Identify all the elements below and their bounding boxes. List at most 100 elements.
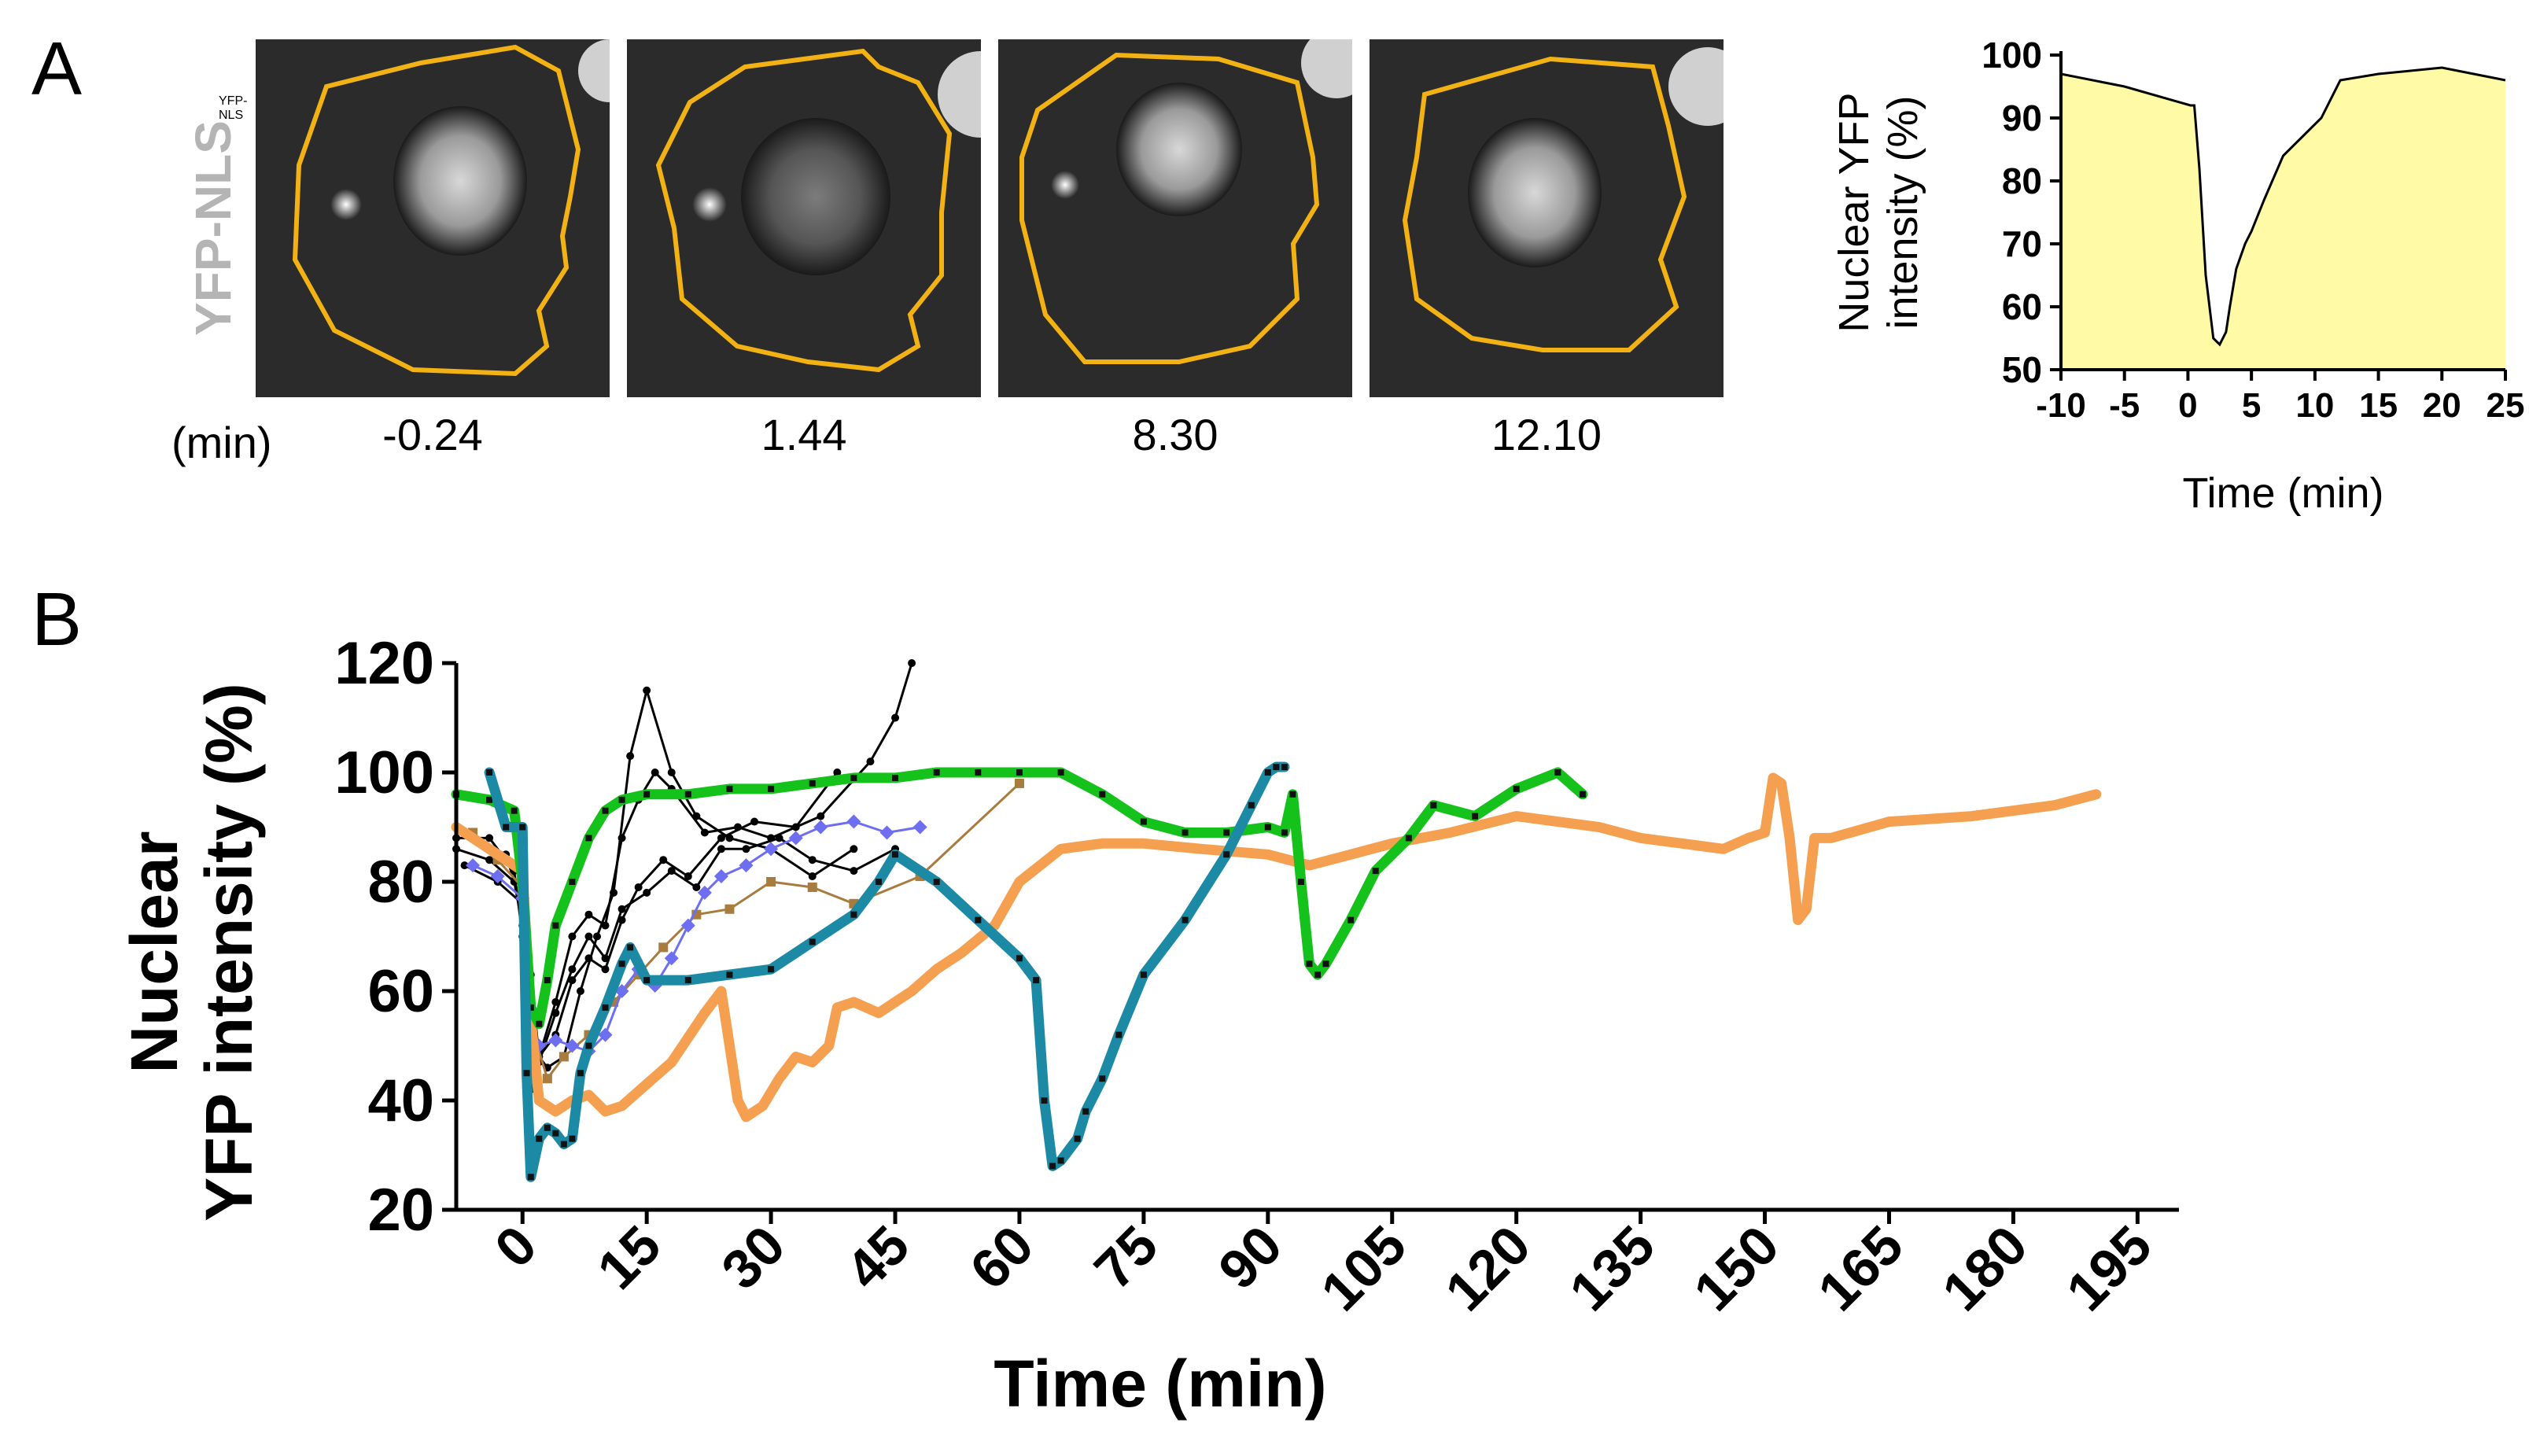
x-tick-label: 30	[710, 1214, 796, 1300]
y-tick-label: 60	[367, 958, 434, 1025]
data-point	[1223, 829, 1230, 836]
data-point	[486, 769, 493, 776]
data-point	[643, 977, 651, 984]
data-point	[626, 752, 635, 761]
data-point	[791, 823, 800, 831]
series-0	[451, 772, 2102, 1122]
data-point	[1099, 1075, 1106, 1082]
data-point	[1554, 769, 1561, 776]
data-point	[692, 812, 701, 820]
data-point	[717, 845, 725, 853]
data-point	[808, 872, 817, 881]
x-tick-label: 90	[1207, 1214, 1293, 1300]
x-tick-label: 45	[834, 1214, 920, 1300]
data-point	[601, 921, 610, 930]
data-point	[1016, 769, 1023, 776]
data-point	[559, 1052, 569, 1062]
data-point	[658, 942, 669, 953]
data-point	[592, 932, 601, 941]
data-point	[1430, 802, 1437, 809]
x-tick-label: 15	[2359, 386, 2398, 425]
cell-outline	[1402, 56, 1687, 352]
y-tick-label: 100	[1982, 35, 2042, 76]
data-point	[584, 910, 593, 919]
data-point	[739, 858, 754, 873]
data-point	[809, 938, 816, 945]
frame-time-label: 8.30	[1132, 410, 1218, 459]
data-point	[1372, 868, 1379, 875]
data-point	[602, 807, 609, 814]
data-point	[1281, 764, 1288, 771]
x-tick-label: 180	[1930, 1214, 2039, 1322]
x-tick-label: 60	[958, 1214, 1045, 1300]
micrograph-image	[1370, 39, 1723, 397]
data-point	[643, 686, 651, 695]
data-point	[850, 845, 858, 853]
data-point	[1513, 785, 1520, 792]
data-point	[724, 904, 735, 914]
x-tick-label: 135	[1558, 1214, 1666, 1322]
channel-label-text: YFP-NLS	[185, 120, 241, 336]
data-point	[466, 858, 481, 873]
micrograph-image	[627, 39, 981, 397]
data-point	[565, 1038, 580, 1053]
chart-a: 50 60 70 80 90 100 -10 -5 0 5 10 15 20 25 Time (min) Nu…	[1830, 35, 2524, 517]
data-point	[618, 796, 625, 803]
data-point	[1049, 1163, 1056, 1170]
data-point	[523, 1070, 530, 1077]
data-point	[1223, 851, 1230, 858]
data-point	[527, 1004, 534, 1011]
data-point	[850, 911, 857, 918]
data-point	[766, 877, 776, 887]
data-point	[908, 659, 916, 667]
data-point	[768, 785, 775, 792]
data-point	[643, 888, 651, 897]
micrograph-frame	[1370, 39, 1723, 397]
data-point	[684, 872, 692, 881]
x-tick-label: 165	[1806, 1214, 1915, 1322]
data-point	[542, 1074, 552, 1084]
series-line	[451, 767, 1588, 1030]
data-point	[548, 1033, 563, 1048]
data-point	[788, 831, 803, 846]
data-point	[1182, 916, 1189, 923]
data-point	[485, 856, 494, 864]
area-fill	[2061, 68, 2505, 370]
data-point	[544, 1124, 551, 1131]
panel-a-letter: A	[31, 27, 83, 111]
data-point	[511, 807, 518, 814]
y-axis-label: Nuclear YFP	[1830, 92, 1878, 332]
data-point	[726, 785, 733, 792]
data-point	[601, 965, 610, 974]
panel-b-letter: B	[31, 577, 83, 662]
panel-a: A YFP-NLS YFP-NLS (min)	[0, 0, 2529, 551]
data-point	[667, 769, 676, 776]
data-point	[726, 971, 733, 979]
data-point	[975, 769, 982, 776]
data-point	[490, 869, 505, 884]
data-point	[1099, 791, 1106, 798]
data-point	[1579, 791, 1586, 798]
time-unit-label: (min)	[171, 418, 272, 467]
data-point	[544, 977, 551, 984]
data-point	[1297, 879, 1304, 885]
data-point	[1074, 1135, 1081, 1142]
data-point	[975, 916, 982, 923]
data-point	[817, 812, 825, 820]
data-point	[485, 834, 494, 842]
data-point	[892, 851, 899, 858]
data-point	[1057, 769, 1064, 776]
data-point	[775, 834, 783, 842]
data-point	[808, 856, 817, 864]
data-point	[717, 834, 725, 842]
series-2	[484, 761, 1290, 1182]
x-axis-label: Time (min)	[994, 1347, 1326, 1421]
data-point	[850, 774, 857, 781]
x-tick-label: 20	[2423, 386, 2461, 425]
data-point	[700, 828, 709, 837]
data-point	[809, 780, 816, 787]
data-point	[933, 769, 940, 776]
x-tick-label: 15	[586, 1214, 673, 1300]
data-point	[1016, 955, 1023, 962]
data-point	[552, 1130, 559, 1137]
